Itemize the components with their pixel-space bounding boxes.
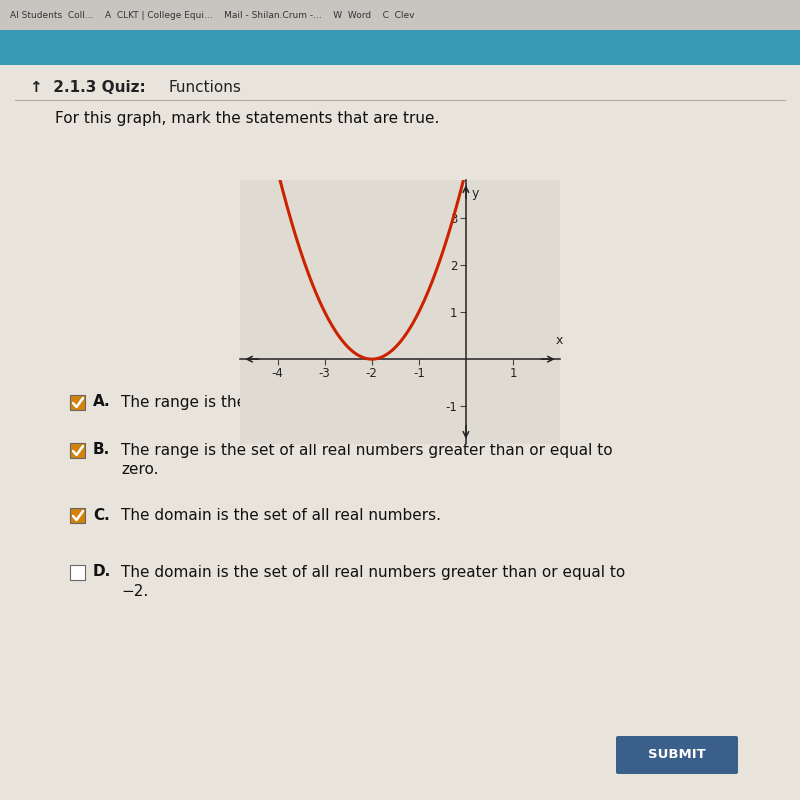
Text: x: x — [555, 334, 562, 347]
Bar — [0, 0, 800, 30]
Text: A.: A. — [93, 394, 110, 410]
Text: ↑  2.1.3 Quiz:: ↑ 2.1.3 Quiz: — [30, 81, 146, 95]
Bar — [70, 565, 85, 579]
Bar — [70, 442, 85, 458]
Text: zero.: zero. — [121, 462, 158, 478]
Text: Functions: Functions — [168, 81, 241, 95]
Text: For this graph, mark the statements that are true.: For this graph, mark the statements that… — [55, 110, 439, 126]
Bar — [0, 30, 800, 65]
Text: −2.: −2. — [121, 585, 148, 599]
Text: SUBMIT: SUBMIT — [648, 749, 706, 762]
Text: The range is the set of all real numbers greater than or equal to: The range is the set of all real numbers… — [121, 442, 613, 458]
Text: D.: D. — [93, 565, 111, 579]
FancyBboxPatch shape — [616, 736, 738, 774]
Text: Al Students  Coll...    A  CLKT | College Equi...    Mail - Shilan.Crum -...    : Al Students Coll... A CLKT | College Equ… — [10, 10, 414, 19]
Text: The domain is the set of all real numbers greater than or equal to: The domain is the set of all real number… — [121, 565, 626, 579]
Text: The range is the set of all real numbers.: The range is the set of all real numbers… — [121, 394, 428, 410]
Text: C.: C. — [93, 507, 110, 522]
Text: The domain is the set of all real numbers.: The domain is the set of all real number… — [121, 507, 441, 522]
Bar — [70, 507, 85, 522]
Bar — [70, 394, 85, 410]
Text: y: y — [471, 187, 479, 200]
Text: B.: B. — [93, 442, 110, 458]
